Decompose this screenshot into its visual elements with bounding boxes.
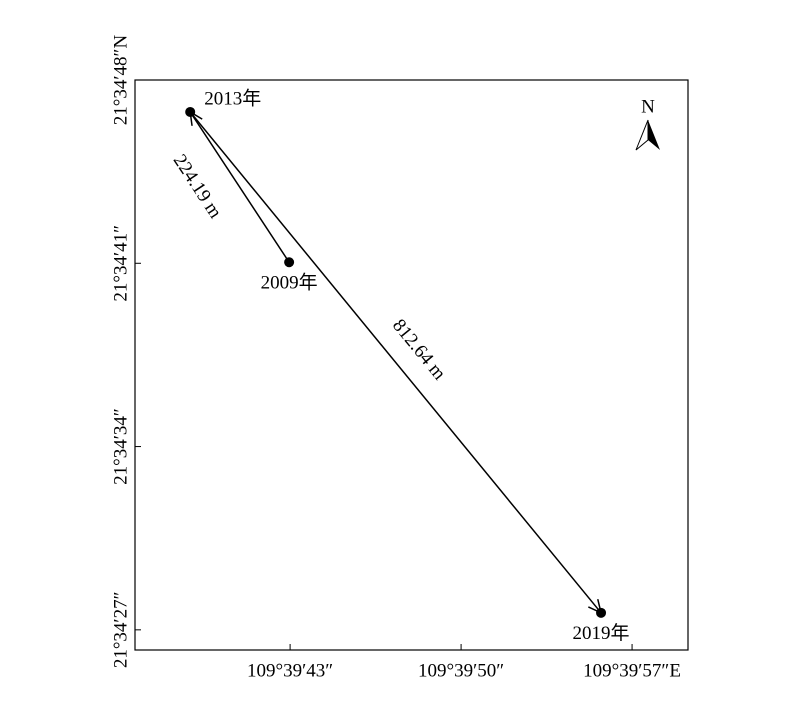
- north-arrow-right: [648, 120, 660, 150]
- x-tick-label: 109°39′57″E: [583, 660, 681, 681]
- y-tick-label: 21°34′41″: [110, 225, 131, 302]
- y-tick-label: 21°34′34″: [110, 408, 131, 485]
- x-tick-label: 109°39′43″: [247, 660, 333, 681]
- distance-label: 812.64 m: [388, 315, 450, 384]
- map-frame: [134, 79, 689, 651]
- point: [596, 607, 607, 618]
- north-arrow-left: [635, 119, 649, 151]
- shift-line: [189, 111, 602, 614]
- point: [185, 106, 196, 117]
- north-label: N: [641, 96, 655, 117]
- y-tick-label: 21°34′48″N: [110, 35, 131, 126]
- point-label: 2009年: [261, 272, 318, 294]
- point-label: 2019年: [573, 622, 630, 644]
- y-tick-label: 21°34′27″: [110, 592, 131, 669]
- north-arrow: N: [635, 96, 660, 151]
- shift-line: [189, 111, 290, 263]
- distance-label: 224.19 m: [169, 151, 226, 223]
- point: [284, 257, 295, 268]
- point-label: 2013年: [204, 87, 261, 109]
- x-tick-label: 109°39′50″: [418, 660, 504, 681]
